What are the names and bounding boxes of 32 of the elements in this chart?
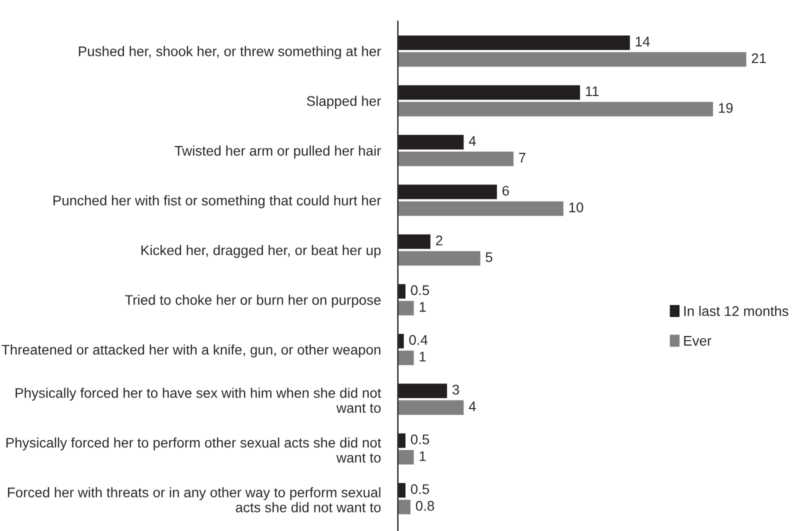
data-label: 0.8 bbox=[416, 500, 434, 511]
data-label: 4 bbox=[468, 136, 476, 146]
data-label: 4 bbox=[468, 402, 476, 412]
y-tick-label: Punched her with fist or something that could hurt her bbox=[53, 195, 382, 208]
y-tick-label: Slapped her bbox=[306, 96, 381, 109]
y-tick-label: Physically forced her to have sex with him when she did not want to bbox=[16, 388, 382, 413]
legend-label: In last 12 months bbox=[684, 306, 788, 316]
data-label: 1 bbox=[420, 451, 426, 461]
y-tick-label: Forced her with threats or in any other way to perform sexual acts she did not want to bbox=[8, 487, 381, 512]
data-label: 10 bbox=[569, 202, 584, 212]
data-label: 14 bbox=[636, 36, 650, 46]
y-tick-label: Tried to choke her or burn her on purpose bbox=[124, 294, 381, 308]
data-label: 11 bbox=[586, 86, 599, 96]
data-label: 7 bbox=[519, 152, 526, 162]
data-label: 2 bbox=[436, 236, 442, 246]
data-label: 1 bbox=[420, 352, 426, 362]
y-tick-label: Pushed her, shook her, or threw something at her bbox=[78, 46, 382, 59]
y-tick-label: Threatened or attacked her with a knife, gun, or other weapon bbox=[2, 344, 380, 358]
y-tick-label: Physically forced her to perform other sexual acts she did not want to bbox=[6, 437, 382, 463]
y-tick-label: Twisted her arm or pulled her hair bbox=[174, 146, 381, 158]
data-label: 5 bbox=[486, 252, 492, 262]
data-label: 0.5 bbox=[410, 484, 430, 494]
data-label: 0.5 bbox=[410, 434, 430, 444]
y-tick-label: Kicked her, dragged her, or beat her up bbox=[141, 244, 381, 258]
data-label: 21 bbox=[752, 53, 766, 64]
data-label: 0.5 bbox=[410, 285, 430, 296]
data-label: 3 bbox=[452, 384, 460, 395]
legend-label: Ever bbox=[684, 336, 712, 346]
data-label: 19 bbox=[718, 103, 733, 113]
data-label: 0.4 bbox=[409, 335, 428, 345]
data-label: 1 bbox=[420, 302, 426, 312]
data-label: 6 bbox=[502, 186, 509, 196]
